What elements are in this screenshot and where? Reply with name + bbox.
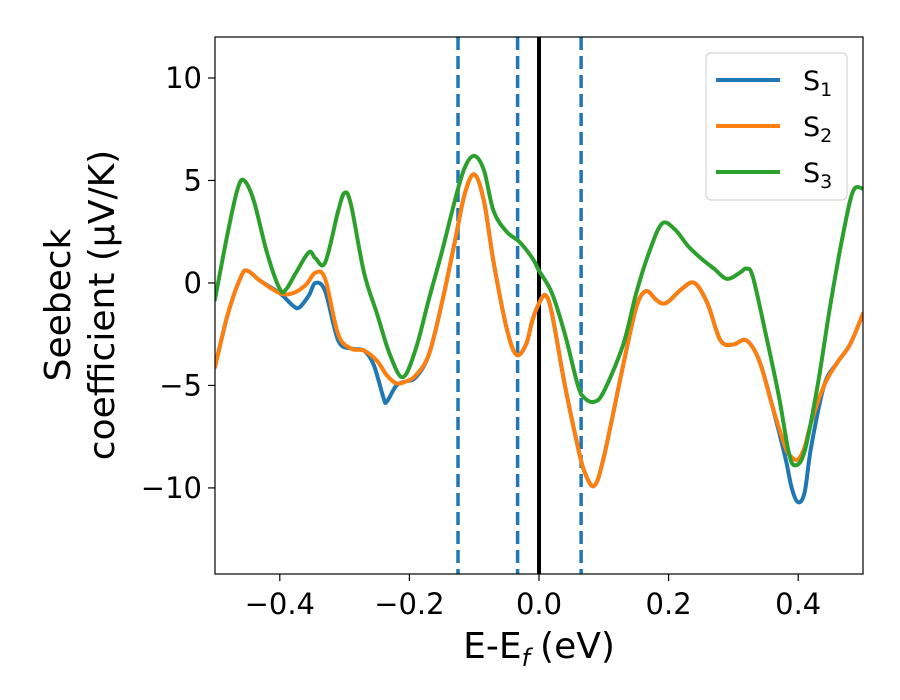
legend-label-s3: S3 [803, 158, 832, 193]
y-axis-label: Seebeck coefficient (μV/K) [38, 150, 123, 460]
x-axis-label-unit: (eV) [540, 626, 615, 667]
series-line-s2 [215, 172, 863, 489]
y-axis-label-line2: coefficient (μV/K) [82, 150, 123, 460]
y-tick-label: −5 [159, 368, 202, 402]
y-tick-label: 0 [184, 266, 202, 300]
y-axis-ticks: −10 −5 0 5 10 [141, 61, 215, 505]
x-axis-label-main: E-E [463, 626, 521, 667]
y-axis-label-line1: Seebeck [38, 228, 79, 381]
x-axis-ticks: −0.4 −0.2 0.0 0.2 0.4 [245, 574, 821, 621]
y-tick-label: −10 [141, 471, 202, 505]
y-tick-label: 5 [184, 163, 202, 197]
legend: S1 S2 S3 [705, 52, 848, 201]
x-tick-label: 0.4 [775, 587, 821, 621]
y-tick-label: 10 [165, 61, 202, 95]
x-tick-label: −0.2 [374, 587, 444, 621]
legend-label-s2: S2 [803, 112, 832, 147]
series-lines [215, 153, 863, 505]
x-tick-label: 0.2 [646, 587, 692, 621]
x-tick-label: 0.0 [516, 587, 562, 621]
legend-label-s1: S1 [803, 66, 832, 101]
series-line-s3 [215, 153, 863, 468]
x-tick-label: −0.4 [245, 587, 315, 621]
x-axis-label: E-Ef (eV) [463, 626, 615, 672]
